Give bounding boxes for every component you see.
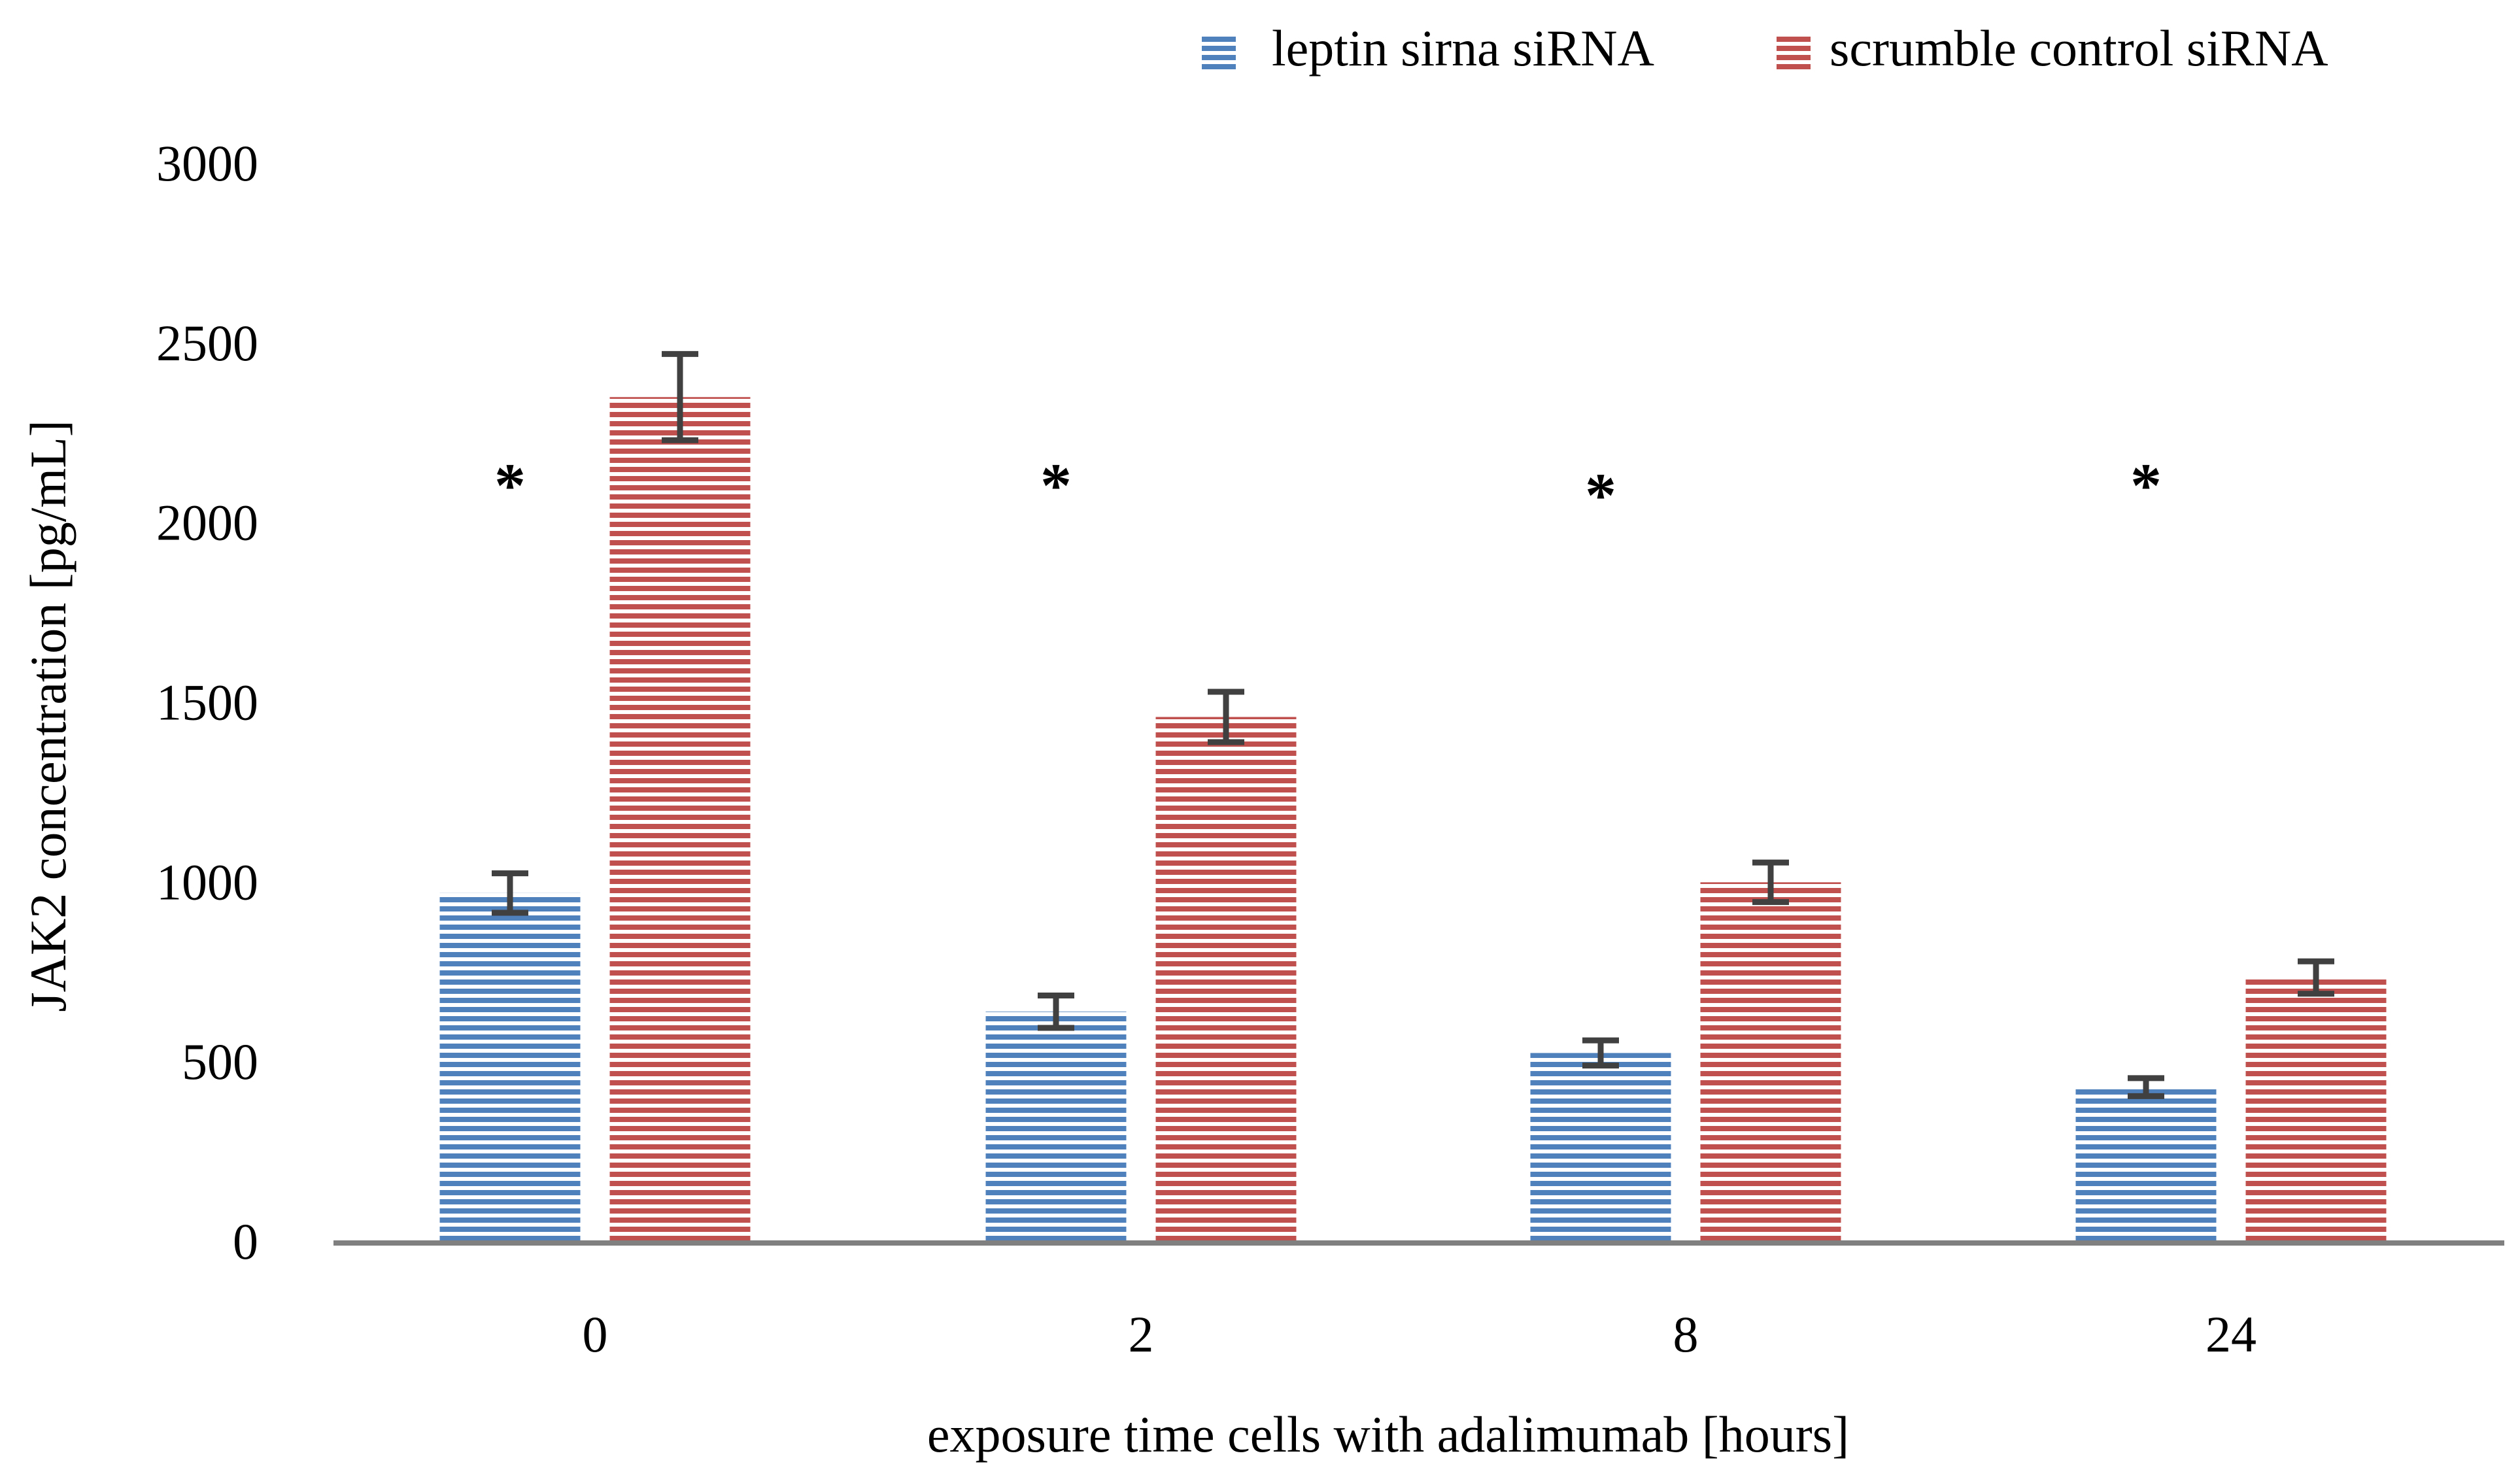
y-tick-label: 1000: [156, 853, 258, 910]
error-bar-scrumble-24: [2298, 958, 2334, 997]
x-tick-label-0: 0: [583, 1306, 608, 1363]
legend-label-leptin: leptin sirna siRNA: [1272, 20, 1654, 77]
error-bars: [492, 350, 2334, 1099]
error-bar-leptin-0: [492, 870, 528, 916]
bar-leptin-0: [439, 893, 581, 1242]
y-axis-title: JAK2 concentration [pg/mL]: [20, 420, 77, 1012]
bar-scrumble-8: [1700, 882, 1841, 1242]
y-tick-label: 0: [233, 1213, 258, 1270]
y-tick-label: 2000: [156, 494, 258, 551]
significance-marker-24: *: [2130, 451, 2162, 520]
y-tick-labels: 0 500 1000 1500 2000 2500 3000: [156, 135, 258, 1270]
x-axis-title: exposure time cells with adalimumab [hou…: [927, 1406, 1849, 1463]
y-tick-label: 1500: [156, 674, 258, 731]
x-tick-label-2: 2: [1129, 1306, 1154, 1363]
error-bar-scrumble-8: [1752, 859, 1789, 906]
legend-swatch-scrumble: [1777, 36, 1811, 70]
bar-scrumble-2: [1155, 717, 1297, 1242]
error-bar-leptin-24: [2128, 1075, 2164, 1099]
error-bar-scrumble-2: [1208, 689, 1244, 745]
legend-item-scrumble: scrumble control siRNA: [1777, 20, 2328, 77]
y-tick-label: 500: [182, 1033, 258, 1090]
x-tick-label-24: 24: [2205, 1306, 2256, 1363]
bar-leptin-2: [985, 1012, 1127, 1242]
significance-marker-0: *: [494, 451, 526, 520]
y-tick-label: 3000: [156, 135, 258, 192]
significance-marker-2: *: [1040, 451, 1072, 520]
y-tick-label: 2500: [156, 315, 258, 371]
error-bar-leptin-2: [1038, 992, 1074, 1031]
error-bar-leptin-8: [1582, 1037, 1619, 1069]
legend-item-leptin: leptin sirna siRNA: [1202, 20, 1654, 77]
bar-scrumble-0: [609, 397, 751, 1242]
error-bar-scrumble-0: [662, 350, 698, 443]
x-tick-labels: 0 2 8 24: [583, 1306, 2257, 1363]
legend-label-scrumble: scrumble control siRNA: [1830, 20, 2328, 77]
bar-leptin-24: [2075, 1087, 2217, 1242]
x-tick-label-8: 8: [1673, 1306, 1699, 1363]
legend-swatch-leptin: [1202, 36, 1236, 70]
significance-marker-8: *: [1585, 460, 1616, 530]
bar-leptin-8: [1530, 1053, 1671, 1242]
bars: [439, 397, 2387, 1242]
legend: leptin sirna siRNA scrumble control siRN…: [1202, 20, 2328, 77]
bar-scrumble-24: [2245, 977, 2387, 1242]
significance-markers: * * * *: [494, 451, 2162, 530]
